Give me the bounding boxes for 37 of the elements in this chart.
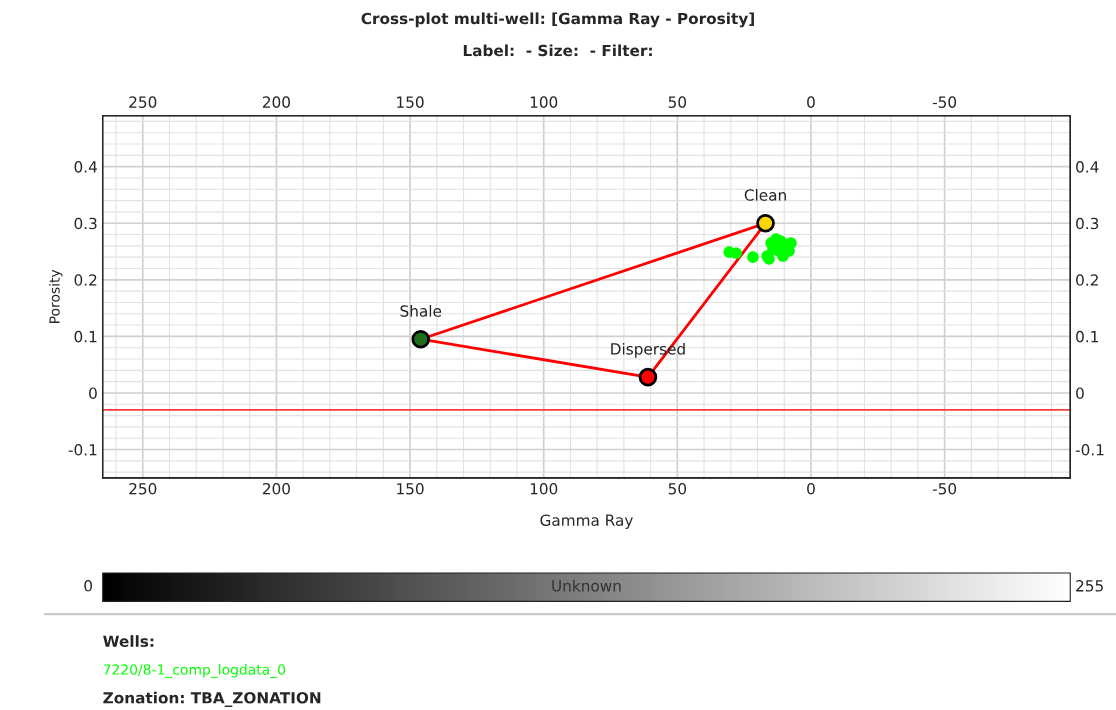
x-tick-label: 250 xyxy=(129,482,157,495)
x2-tick-label: 0 xyxy=(807,96,815,108)
x2-tick-label: 200 xyxy=(262,96,290,108)
y2-tick-label: -0.1 xyxy=(1075,444,1104,456)
y2-tick-label: 0.2 xyxy=(1076,274,1098,286)
chart-title: Cross-plot multi-well: [Gamma Ray - Porosity] xyxy=(361,12,754,28)
y2-tick-label: 0 xyxy=(1076,387,1084,399)
y-axis-title: Porosity xyxy=(49,269,63,323)
y-tick-label: -0.1 xyxy=(68,444,97,456)
y2-tick-label: 0.1 xyxy=(1076,330,1098,343)
x2-tick-label: 100 xyxy=(530,96,558,108)
x2-tick-label: 150 xyxy=(397,96,424,108)
x-tick-label: 100 xyxy=(530,482,558,495)
x-tick-label: 50 xyxy=(668,482,687,495)
x-tick-label: -50 xyxy=(932,482,957,495)
y-tick-label: 0.3 xyxy=(74,217,97,230)
x-tick-label: 200 xyxy=(262,482,290,495)
color-bar-title: Unknown xyxy=(552,579,621,592)
color-bar-label: 255 xyxy=(1076,580,1103,592)
x2-tick-label: -50 xyxy=(932,96,957,108)
x-tick-label: 0 xyxy=(807,482,815,495)
y-tick-label: 0.4 xyxy=(74,161,97,173)
x2-tick-label: 250 xyxy=(129,96,157,108)
y-tick-label: 0.2 xyxy=(74,274,97,286)
y2-tick-label: 0.4 xyxy=(1076,161,1099,173)
chart-subtitle: Label: - Size: - Filter: xyxy=(463,44,652,57)
y2-tick-label: 0.3 xyxy=(1076,217,1099,230)
legend-title: Wells: xyxy=(103,635,154,647)
text: Zonation: TBA_ZONATION xyxy=(103,691,321,707)
x2-tick-label: 50 xyxy=(668,96,687,108)
x-axis-title: Gamma Ray xyxy=(540,514,633,529)
text: 7220/8-1_comp_logdata_0 xyxy=(103,664,286,678)
y-tick-label: 0.1 xyxy=(74,330,97,343)
annotation: Shale xyxy=(400,304,442,317)
y-tick-label: 0 xyxy=(89,387,97,399)
annotation: Clean xyxy=(744,189,786,201)
x-tick-label: 150 xyxy=(397,482,424,495)
